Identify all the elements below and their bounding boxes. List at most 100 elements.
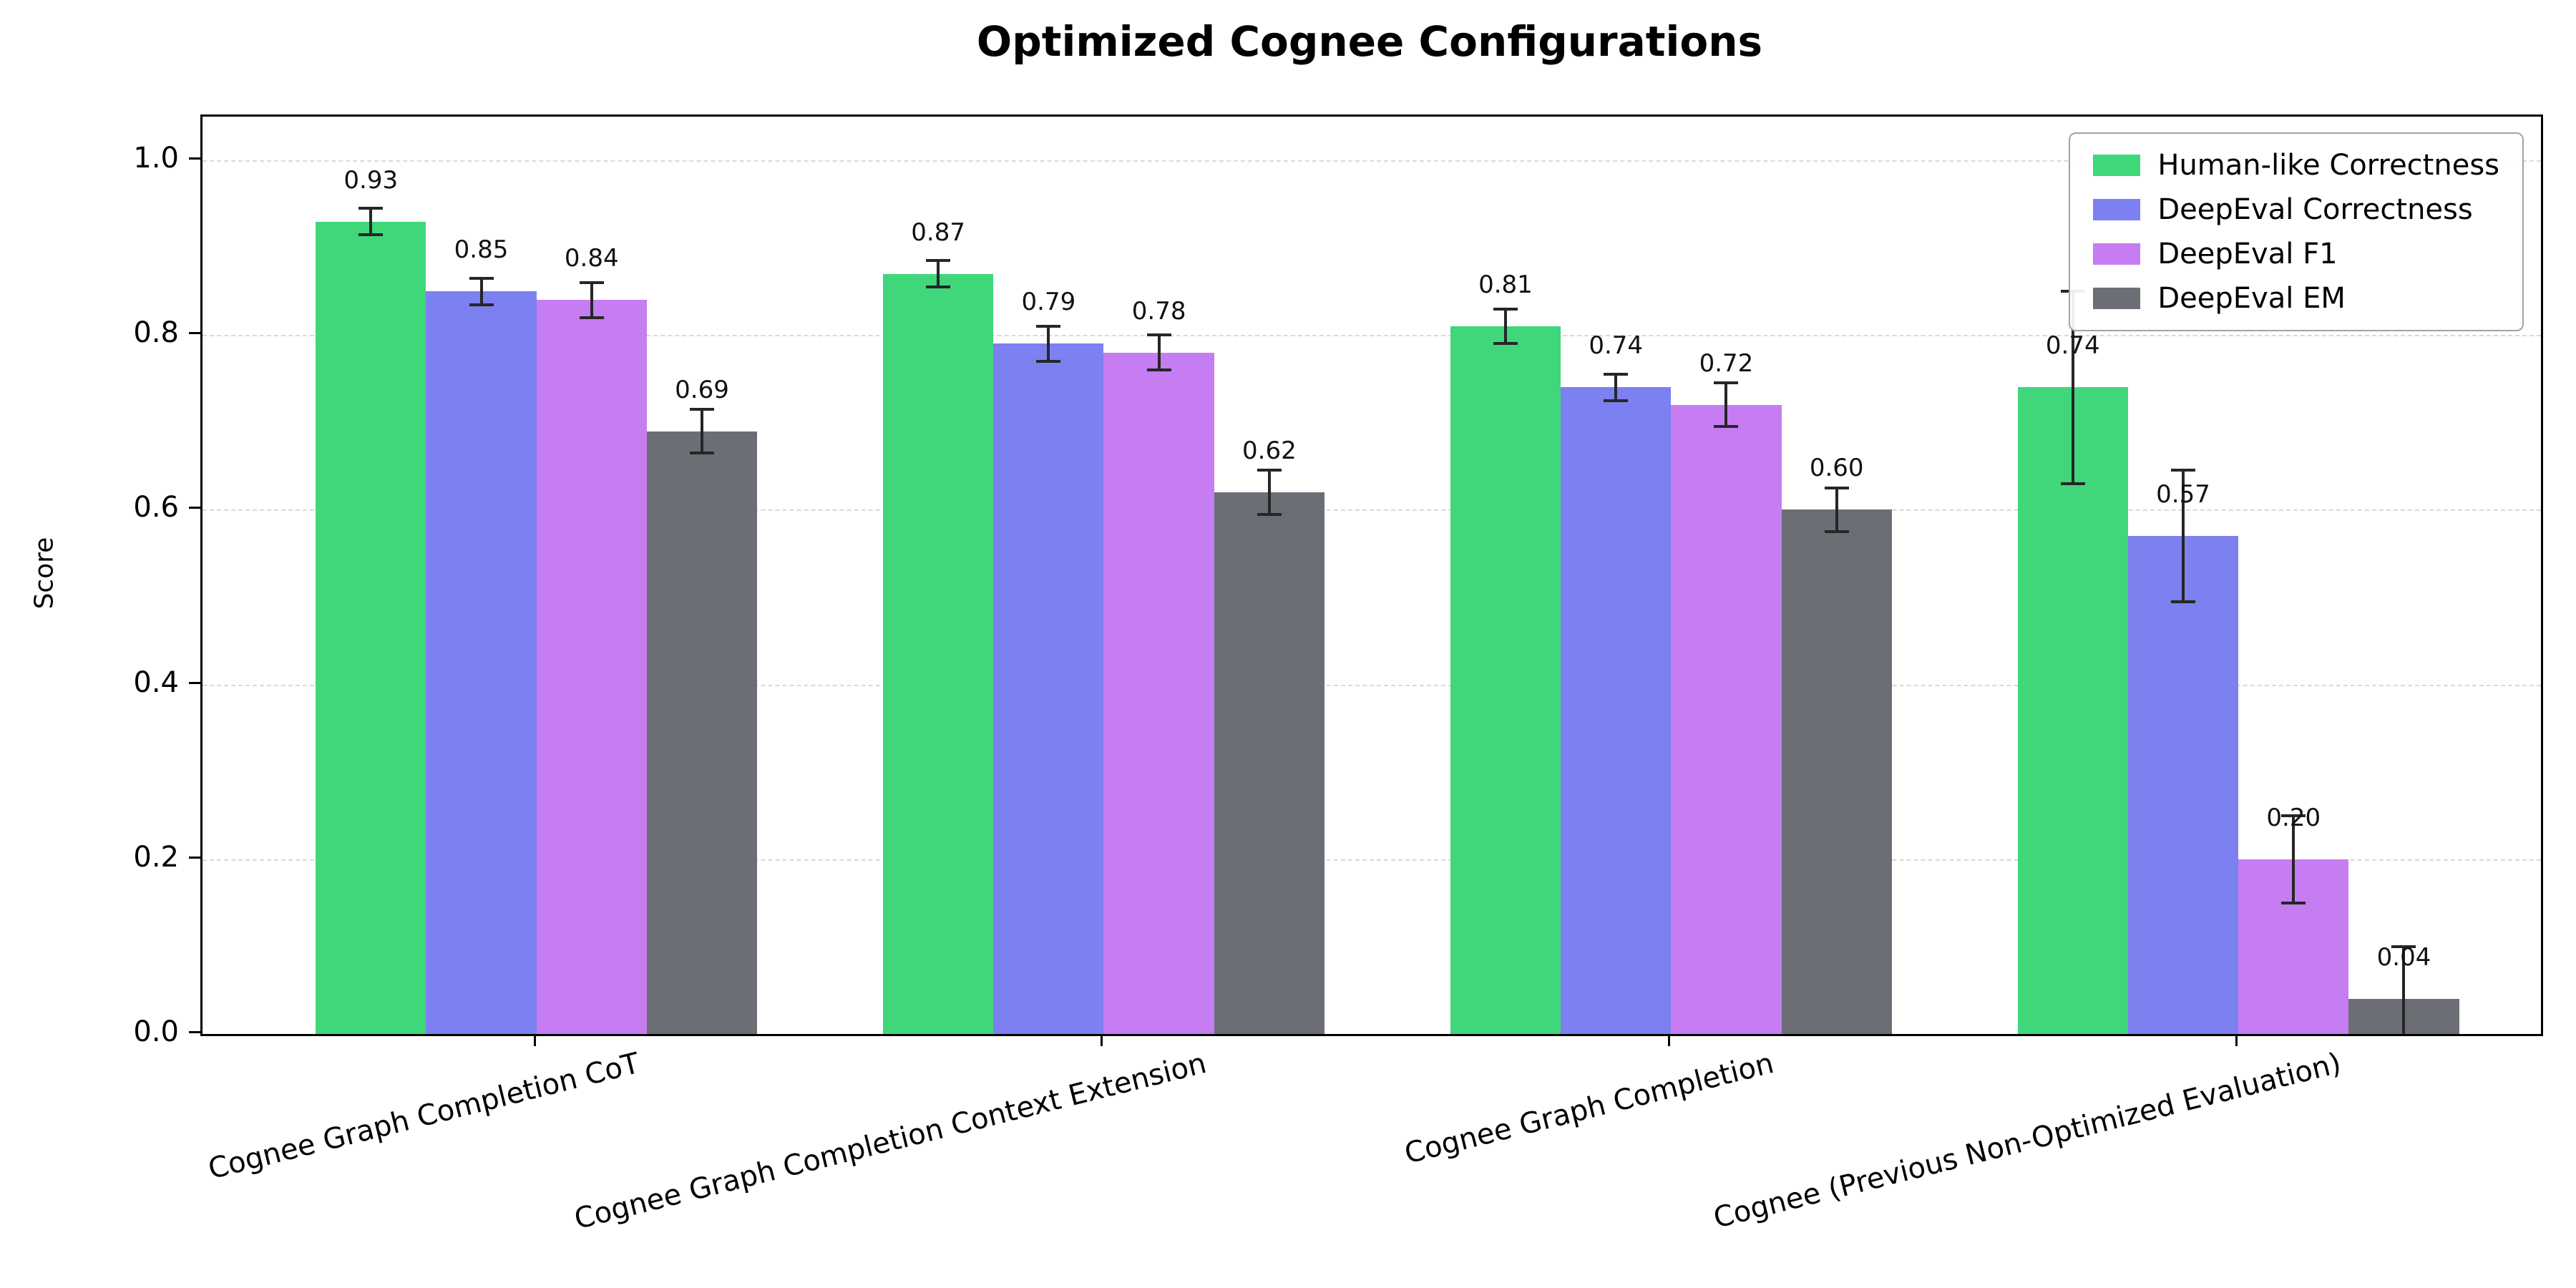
error-bar (2292, 815, 2296, 903)
error-bar-cap-top (1714, 381, 1739, 385)
bar-deepeval-em-0 (646, 431, 758, 1034)
y-axis-label: Score (29, 537, 59, 610)
y-tick-mark (189, 157, 200, 160)
legend-item-2: DeepEval F1 (2093, 238, 2499, 270)
gridline (203, 160, 2541, 162)
bar-value-label: 0.74 (1589, 331, 1644, 361)
error-bar-cap-bottom (926, 286, 951, 289)
bar-deepeval-correctness-1 (993, 343, 1104, 1034)
error-bar-cap-bottom (1146, 369, 1171, 372)
legend-label: DeepEval F1 (2157, 238, 2338, 270)
x-tick-mark (1668, 1035, 1671, 1046)
error-bar-cap-top (1824, 486, 1849, 489)
error-bar-cap-top (2391, 945, 2416, 948)
gridline (203, 509, 2541, 512)
x-tick-mark (2235, 1035, 2238, 1046)
error-bar (2181, 470, 2185, 602)
error-bar-cap-bottom (1714, 425, 1739, 429)
y-tick-label: 0.0 (133, 1015, 179, 1048)
error-bar (1157, 335, 1161, 371)
bar-value-label: 0.78 (1131, 296, 1186, 326)
plot-area: 0.93 0.87 0.81 0.74 0.85 0.79 0.74 0.57 0.84 0.78… (200, 114, 2543, 1036)
error-bar-cap-bottom (690, 452, 715, 455)
gridline (203, 335, 2541, 337)
bar-human-like-correctness-2 (1450, 326, 1561, 1034)
legend: Human-like Correctness DeepEval Correctne… (2069, 132, 2524, 331)
error-bar (1047, 326, 1050, 361)
bar-value-label: 0.93 (343, 165, 399, 195)
error-bar-cap-bottom (358, 233, 384, 236)
y-tick-label: 0.4 (133, 665, 179, 699)
error-bar (2071, 291, 2074, 484)
bar-deepeval-f1-2 (1671, 404, 1782, 1034)
legend-item-3: DeepEval EM (2093, 283, 2499, 314)
error-bar-cap-top (1493, 307, 1518, 311)
bar-value-label: 0.57 (2156, 480, 2210, 509)
bar-deepeval-em-1 (1214, 492, 1324, 1034)
legend-item-0: Human-like Correctness (2093, 150, 2499, 181)
bar-value-label: 0.85 (454, 235, 509, 265)
bar-value-label: 0.74 (2045, 331, 2100, 361)
error-bar-cap-bottom (1036, 359, 1061, 363)
error-bar-cap-top (2281, 814, 2306, 817)
error-bar (479, 278, 483, 305)
x-tick-label: Cognee Graph Completion CoT (205, 1046, 643, 1186)
error-bar (2402, 946, 2406, 1034)
y-tick-mark (189, 1031, 200, 1033)
bar-value-label: 0.87 (911, 218, 965, 247)
y-tick-mark (189, 507, 200, 509)
legend-label: Human-like Correctness (2157, 149, 2499, 182)
error-bar-cap-top (1146, 333, 1171, 337)
bar-value-label: 0.72 (1699, 348, 1754, 378)
legend-swatch (2093, 288, 2141, 309)
error-bar-cap-top (358, 207, 384, 210)
y-tick-label: 0.8 (133, 316, 179, 350)
legend-swatch (2093, 155, 2141, 176)
y-tick-mark (189, 856, 200, 859)
error-bar (1267, 470, 1271, 514)
y-tick-label: 1.0 (133, 142, 179, 175)
error-bar (590, 282, 593, 318)
chart-title: Optimized Cognee Configurations (976, 17, 1763, 66)
error-bar (369, 208, 373, 235)
error-bar-cap-top (1257, 469, 1282, 472)
bar-value-label: 0.62 (1242, 436, 1297, 465)
bar-value-label: 0.69 (675, 375, 729, 404)
error-bar-cap-top (1036, 325, 1061, 328)
error-bar (1503, 308, 1507, 344)
error-bar (937, 260, 940, 288)
y-tick-mark (189, 332, 200, 335)
legend-swatch (2093, 243, 2141, 265)
error-bar-cap-bottom (1824, 530, 1849, 533)
bar-deepeval-f1-0 (536, 300, 647, 1034)
error-bar-cap-top (690, 408, 715, 411)
error-bar-cap-top (2170, 469, 2195, 472)
error-bar-cap-bottom (1257, 512, 1282, 516)
bar-value-label: 0.81 (1478, 270, 1533, 300)
error-bar (1614, 374, 1618, 401)
gridline (203, 859, 2541, 861)
bar-value-label: 0.79 (1021, 288, 1076, 317)
gridline (203, 684, 2541, 686)
bar-human-like-correctness-1 (882, 273, 994, 1034)
y-tick-mark (189, 681, 200, 684)
bar-deepeval-f1-1 (1103, 352, 1214, 1034)
legend-label: DeepEval Correctness (2157, 193, 2473, 226)
x-tick-mark (533, 1035, 536, 1046)
error-bar (1835, 487, 1838, 532)
error-bar-cap-bottom (579, 316, 604, 319)
bar-deepeval-correctness-2 (1561, 387, 1672, 1034)
gridline (203, 1034, 2541, 1035)
bar-deepeval-correctness-0 (426, 291, 537, 1034)
x-tick-label: Cognee (Previous Non-Optimized Evaluatio… (1710, 1046, 2345, 1235)
bar-deepeval-em-2 (1781, 509, 1892, 1034)
legend-label: DeepEval EM (2157, 282, 2346, 315)
error-bar (701, 409, 704, 454)
x-tick-mark (1101, 1035, 1103, 1046)
error-bar-cap-bottom (2170, 600, 2195, 603)
bar-human-like-correctness-0 (316, 221, 426, 1034)
y-tick-label: 0.2 (133, 840, 179, 874)
y-tick-label: 0.6 (133, 491, 179, 525)
error-bar-cap-top (579, 280, 604, 284)
